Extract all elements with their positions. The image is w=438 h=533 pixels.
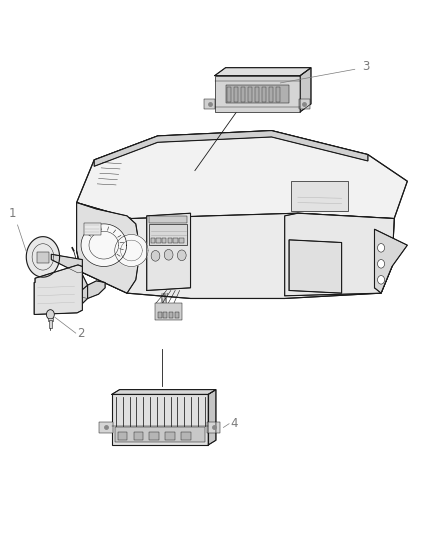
Bar — [179, 238, 184, 243]
Polygon shape — [94, 131, 368, 166]
Circle shape — [46, 310, 54, 319]
Bar — [149, 216, 187, 223]
Bar — [84, 223, 101, 235]
Bar — [255, 87, 259, 102]
Polygon shape — [374, 229, 407, 293]
Bar — [276, 87, 280, 102]
Bar — [149, 224, 187, 245]
Bar — [134, 432, 143, 440]
Bar — [149, 432, 159, 440]
Bar — [112, 394, 208, 445]
Circle shape — [378, 276, 385, 284]
Text: 3: 3 — [362, 60, 369, 73]
Polygon shape — [74, 285, 88, 309]
Polygon shape — [289, 240, 342, 293]
Polygon shape — [51, 254, 82, 273]
Circle shape — [378, 260, 385, 268]
Polygon shape — [77, 203, 140, 293]
Text: 4: 4 — [230, 417, 238, 430]
Circle shape — [177, 250, 186, 261]
Bar — [169, 312, 173, 318]
Bar — [155, 303, 182, 320]
Bar — [168, 238, 172, 243]
Bar — [118, 432, 127, 440]
Circle shape — [151, 251, 160, 261]
Polygon shape — [215, 68, 311, 76]
Text: 2: 2 — [77, 327, 85, 340]
Bar — [115, 427, 205, 442]
Bar — [262, 87, 266, 102]
Bar — [226, 85, 289, 103]
Bar — [99, 422, 113, 433]
Text: 1: 1 — [8, 207, 16, 220]
Bar — [215, 76, 300, 112]
Polygon shape — [115, 235, 148, 266]
Polygon shape — [77, 203, 394, 298]
Bar — [291, 181, 348, 211]
Bar — [48, 318, 53, 321]
Bar — [227, 87, 231, 102]
Circle shape — [378, 244, 385, 252]
Bar — [299, 99, 310, 109]
Bar — [37, 252, 49, 263]
Bar — [156, 238, 161, 243]
Polygon shape — [34, 265, 82, 314]
Polygon shape — [300, 68, 311, 112]
Polygon shape — [77, 131, 407, 219]
Bar — [181, 432, 191, 440]
Polygon shape — [147, 213, 191, 290]
Bar — [269, 87, 273, 102]
Polygon shape — [208, 390, 216, 445]
Bar — [204, 99, 215, 109]
Bar — [248, 87, 252, 102]
Bar — [162, 238, 166, 243]
Polygon shape — [75, 272, 105, 298]
Polygon shape — [81, 224, 127, 266]
Bar — [234, 87, 238, 102]
Polygon shape — [112, 390, 216, 394]
Bar — [207, 422, 220, 433]
Bar — [151, 238, 155, 243]
Bar — [165, 432, 175, 440]
Bar — [241, 87, 245, 102]
Bar — [163, 312, 167, 318]
Bar — [175, 312, 179, 318]
Polygon shape — [285, 213, 394, 296]
Polygon shape — [26, 237, 60, 277]
Bar — [158, 312, 162, 318]
Circle shape — [164, 249, 173, 260]
Bar — [49, 320, 52, 328]
Bar — [173, 238, 178, 243]
